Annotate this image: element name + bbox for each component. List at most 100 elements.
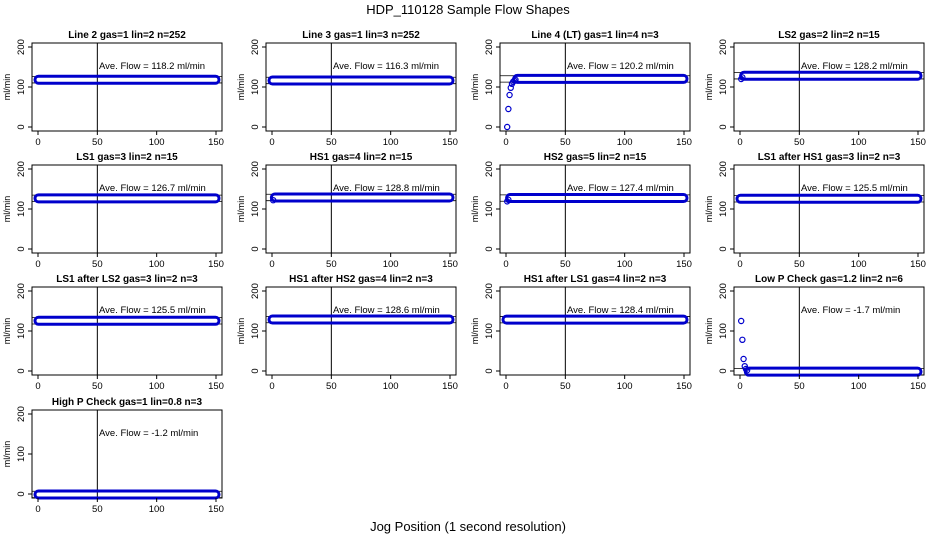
x-tick-label: 0 [35, 381, 40, 392]
y-tick-label: 0 [250, 246, 261, 251]
panel-title: Line 3 gas=1 lin=3 n=252 [302, 30, 420, 41]
data-point [503, 123, 511, 131]
y-axis-label: ml/min [470, 196, 480, 223]
x-tick-label: 100 [617, 381, 633, 392]
x-tick-label: 0 [269, 259, 274, 270]
data-point [507, 84, 514, 92]
x-tick-label: 150 [676, 259, 692, 270]
x-tick-label: 150 [208, 504, 224, 515]
plot-frame [499, 286, 691, 376]
x-tick-label: 0 [737, 259, 742, 270]
y-tick-label: 100 [16, 201, 27, 217]
x-tick-label: 100 [383, 381, 399, 392]
data-trace [33, 74, 221, 85]
y-tick-label: 100 [718, 323, 729, 339]
plot-frame [733, 286, 925, 376]
x-tick-label: 100 [149, 504, 165, 515]
mean-flow-annotation: Ave. Flow = 126.7 ml/min [99, 183, 206, 194]
plot-frame [31, 409, 223, 499]
panel-title: Low P Check gas=1.2 lin=2 n=6 [755, 274, 903, 285]
x-tick-label: 50 [560, 381, 571, 392]
plot-frame [31, 164, 223, 254]
x-tick-label: 100 [383, 259, 399, 270]
plot-frame [733, 164, 925, 254]
x-tick-label: 100 [617, 137, 633, 148]
x-tick-label: 0 [503, 137, 508, 148]
mean-flow-annotation: Ave. Flow = 128.8 ml/min [333, 183, 440, 194]
data-trace [501, 314, 689, 325]
mean-flow-annotation: Ave. Flow = 127.4 ml/min [567, 183, 674, 194]
y-tick-label: 100 [250, 323, 261, 339]
y-tick-label: 200 [718, 39, 729, 55]
plot-frame [31, 286, 223, 376]
y-axis-label: ml/min [704, 74, 714, 101]
data-trace [739, 70, 923, 81]
y-axis-label: ml/min [2, 318, 12, 345]
y-axis-label: ml/min [236, 74, 246, 101]
plot-frame [265, 42, 457, 132]
plot-frame [499, 42, 691, 132]
panel-title: High P Check gas=1 lin=0.8 n=3 [52, 397, 203, 408]
y-tick-label: 200 [718, 283, 729, 299]
x-tick-label: 50 [92, 381, 103, 392]
y-tick-label: 200 [16, 161, 27, 177]
panel-6: HS1 gas=4 lin=2 n=15 Ave. Flow = 128.8 ml… [236, 152, 458, 270]
y-axis-label: ml/min [470, 318, 480, 345]
mean-flow-annotation: Ave. Flow = 128.2 ml/min [801, 61, 908, 72]
data-trace [267, 314, 455, 325]
panel-3: Line 4 (LT) gas=1 lin=4 n=3 Ave. Flow = 1… [470, 30, 692, 148]
y-tick-label: 100 [250, 79, 261, 95]
x-tick-label: 150 [442, 137, 458, 148]
mean-flow-annotation: Ave. Flow = -1.2 ml/min [99, 428, 198, 439]
y-tick-label: 100 [16, 323, 27, 339]
panel-5: LS1 gas=3 lin=2 n=15 Ave. Flow = 126.7 ml… [2, 152, 224, 270]
y-tick-label: 200 [16, 39, 27, 55]
data-point [506, 91, 513, 99]
y-tick-label: 100 [718, 79, 729, 95]
y-tick-label: 0 [484, 246, 495, 251]
mean-flow-annotation: Ave. Flow = 120.2 ml/min [567, 61, 674, 72]
y-tick-label: 0 [16, 491, 27, 496]
mean-flow-annotation: Ave. Flow = 125.5 ml/min [99, 305, 206, 316]
data-point [739, 336, 746, 343]
plot-frame [499, 164, 691, 254]
x-tick-label: 150 [910, 381, 926, 392]
y-tick-label: 0 [484, 124, 495, 129]
panel-13: High P Check gas=1 lin=0.8 n=3 Ave. Flow … [2, 397, 224, 515]
y-tick-label: 100 [484, 79, 495, 95]
data-point [512, 76, 519, 84]
x-tick-label: 50 [794, 381, 805, 392]
data-point [269, 196, 277, 204]
data-point [742, 365, 750, 373]
mean-flow-annotation: Ave. Flow = 118.2 ml/min [99, 61, 205, 72]
y-tick-label: 200 [484, 283, 495, 299]
plot-frame [265, 286, 457, 376]
y-axis-label: ml/min [236, 318, 246, 345]
x-tick-label: 50 [92, 137, 103, 148]
panel-8: LS1 after HS1 gas=3 lin=2 n=3 Ave. Flow =… [704, 152, 926, 270]
data-trace [735, 193, 923, 204]
x-tick-label: 0 [737, 381, 742, 392]
y-axis-label: ml/min [470, 74, 480, 101]
y-tick-label: 0 [484, 368, 495, 373]
y-tick-label: 100 [16, 79, 27, 95]
y-tick-label: 0 [16, 246, 27, 251]
x-tick-label: 150 [910, 137, 926, 148]
x-tick-label: 100 [851, 259, 867, 270]
data-trace [33, 489, 221, 500]
y-tick-label: 200 [250, 283, 261, 299]
x-tick-label: 0 [35, 504, 40, 515]
data-point [740, 355, 747, 363]
panel-title: LS2 gas=2 lin=2 n=15 [778, 30, 880, 41]
y-tick-label: 0 [16, 124, 27, 129]
x-tick-label: 0 [503, 259, 508, 270]
x-tick-label: 50 [560, 137, 571, 148]
y-tick-label: 200 [718, 161, 729, 177]
y-axis-label: ml/min [704, 196, 714, 223]
y-tick-label: 100 [16, 446, 27, 462]
x-tick-label: 100 [851, 381, 867, 392]
panel-title: LS1 gas=3 lin=2 n=15 [76, 152, 178, 163]
data-point [505, 105, 512, 113]
y-axis-label: ml/min [2, 74, 12, 101]
x-tick-label: 100 [149, 381, 165, 392]
